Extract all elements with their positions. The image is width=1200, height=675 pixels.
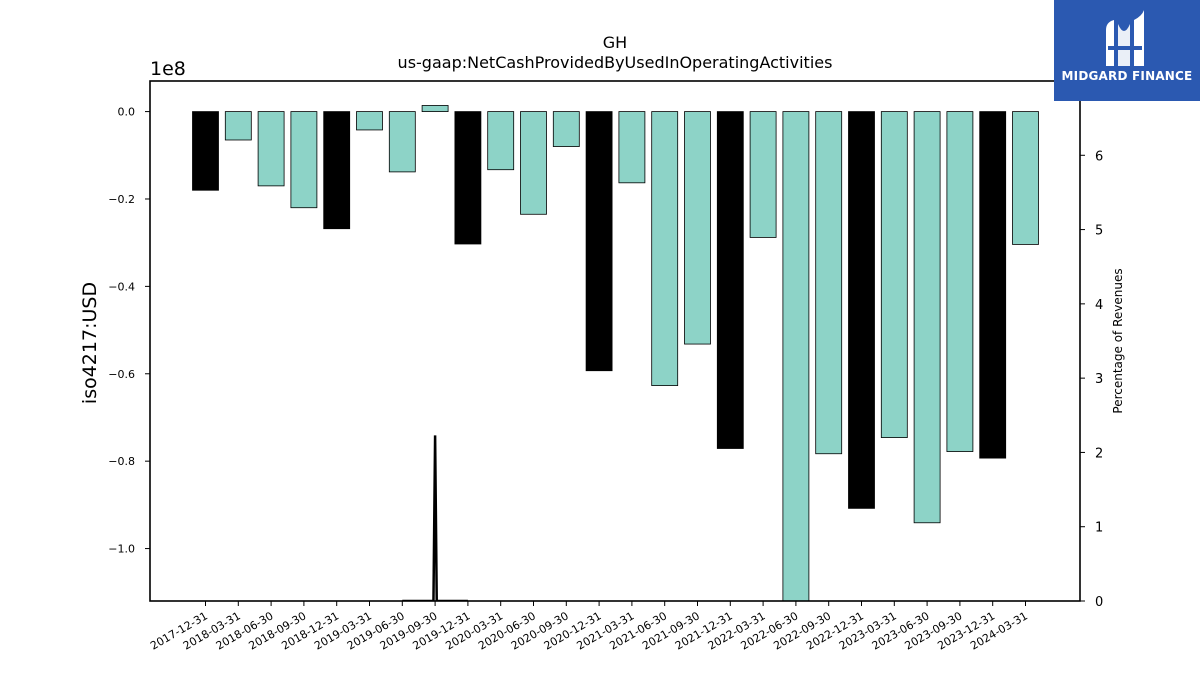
- y-tick-label: 0.0: [118, 106, 136, 119]
- y2-tick-label: 0: [1095, 595, 1103, 610]
- bar: [356, 111, 383, 131]
- bar: [454, 111, 482, 245]
- chart-subtitle: us-gaap:NetCashProvidedByUsedInOperating…: [398, 53, 833, 72]
- y2-axis-label: Percentage of Revenues: [1111, 268, 1125, 413]
- bar: [290, 111, 318, 209]
- bar: [848, 111, 875, 509]
- bar: [684, 111, 711, 345]
- y-offset-label: 1e8: [150, 58, 186, 80]
- bar: [782, 111, 810, 601]
- y-axis-ticks: 0.0 −0.2 −0.4 −0.6 −0.8 −1.0: [108, 106, 150, 556]
- y2-tick-label: 5: [1095, 224, 1103, 239]
- bars-group: [192, 105, 1039, 601]
- bar: [913, 111, 941, 524]
- bar: [1012, 111, 1039, 245]
- bar: [520, 111, 547, 215]
- chart-title: GH: [603, 33, 627, 52]
- bar: [421, 105, 449, 112]
- plot-frame: [149, 80, 1081, 602]
- y2-tick-label: 6: [1095, 149, 1103, 164]
- y-tick-label: −0.2: [108, 193, 135, 206]
- y2-tick-label: 2: [1095, 446, 1103, 461]
- y-tick-label: −1.0: [108, 543, 135, 556]
- bar: [618, 111, 646, 184]
- bar: [323, 111, 351, 230]
- y-axis-label: iso4217:USD: [79, 282, 101, 404]
- bar: [585, 111, 613, 372]
- ratio-line: [402, 435, 468, 601]
- y2-axis-ticks: 01234567: [1080, 75, 1103, 610]
- bar: [880, 111, 908, 438]
- y2-tick-label: 4: [1095, 298, 1103, 313]
- bar: [979, 111, 1007, 459]
- bar: [716, 111, 744, 449]
- y2-tick-label: 3: [1095, 372, 1103, 387]
- bar: [257, 111, 285, 187]
- x-axis-ticks: 2017-12-312018-03-312018-06-302018-09-30…: [148, 601, 1030, 653]
- y-tick-label: −0.4: [108, 280, 135, 293]
- bar: [192, 111, 219, 191]
- bar: [552, 111, 580, 147]
- y2-tick-label: 1: [1095, 521, 1103, 536]
- midgard-logo-icon: [1106, 10, 1144, 66]
- bar: [224, 111, 252, 141]
- ratio-line-group: [402, 435, 468, 601]
- y-tick-label: −0.6: [108, 368, 135, 381]
- logo-text: MIDGARD FINANCE: [1061, 69, 1193, 83]
- bar: [651, 111, 679, 386]
- bar: [487, 111, 515, 171]
- bar: [815, 111, 843, 455]
- bar: [388, 111, 416, 173]
- bar: [946, 111, 974, 452]
- midgard-finance-logo: MIDGARD FINANCE: [1054, 0, 1200, 101]
- bar: [749, 111, 777, 238]
- y-tick-label: −0.8: [108, 455, 135, 468]
